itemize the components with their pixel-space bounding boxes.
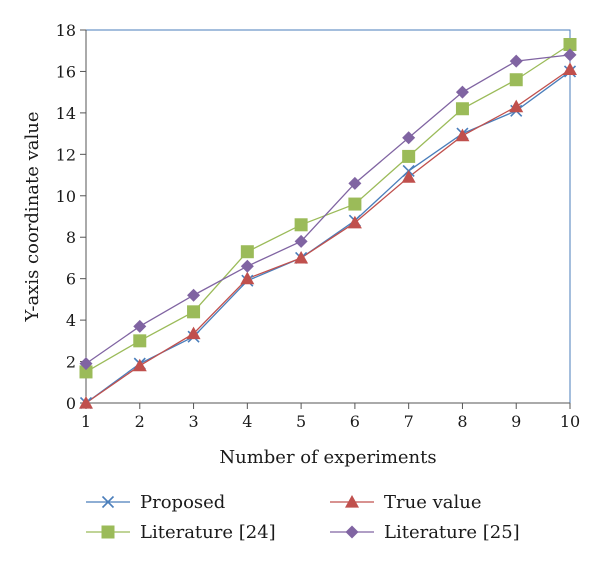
data-point-series-2 [187, 305, 201, 319]
data-point-series-1 [347, 215, 362, 229]
data-point-series-1 [294, 250, 309, 264]
x-tick-label: 1 [81, 412, 91, 431]
legend-marker [345, 525, 359, 539]
y-tick-label: 0 [66, 394, 76, 413]
y-axis-label: Y-axis coordinate value [22, 111, 43, 322]
data-point-series-2 [79, 365, 93, 379]
data-point-series-1 [563, 62, 577, 75]
x-tick-label: 7 [404, 412, 414, 431]
data-point-series-3 [133, 319, 147, 333]
y-tick-label: 14 [56, 104, 76, 123]
x-tick-label: 9 [511, 412, 521, 431]
y-tick-label: 2 [66, 353, 76, 372]
data-point-series-3 [563, 48, 577, 62]
data-point-series-2 [294, 218, 308, 232]
data-point-series-2 [509, 73, 523, 87]
x-marker-stroke [101, 495, 115, 509]
data-point-series-2 [455, 102, 469, 116]
plot-area-border [85, 29, 571, 404]
data-point-series-1 [240, 271, 255, 285]
legend-label: Literature [25] [384, 522, 520, 543]
data-point-series-1 [509, 99, 524, 113]
data-point-series-3 [348, 176, 362, 190]
legend-item: Literature [25] [330, 522, 520, 543]
legend-item: Literature [24] [86, 522, 276, 543]
x-tick-label: 5 [296, 412, 306, 431]
data-point-series-2 [348, 197, 362, 211]
legend-marker [101, 525, 115, 539]
data-point-series-3 [509, 54, 523, 68]
data-point-series-2 [133, 334, 147, 348]
data-point-series-1 [401, 170, 416, 183]
y-tick-label: 18 [56, 21, 76, 40]
y-tick-label: 8 [66, 228, 76, 247]
legend-item: True value [330, 492, 481, 513]
data-point-series-3 [79, 357, 93, 371]
data-point-series-2 [240, 245, 254, 259]
x-tick-label: 10 [560, 412, 580, 431]
data-point-series-2 [563, 38, 577, 52]
x-tick-label: 2 [135, 412, 145, 431]
data-point-series-3 [294, 234, 308, 248]
data-point-series-3 [455, 85, 469, 99]
data-point-series-1 [455, 128, 470, 142]
x-tick-label: 3 [188, 412, 198, 431]
legend-label: True value [384, 492, 481, 513]
legend-label: Literature [24] [140, 522, 276, 543]
legend-label: Proposed [140, 492, 225, 513]
legend-marker [101, 495, 115, 509]
y-tick-label: 10 [56, 187, 76, 206]
y-tick-label: 6 [66, 270, 76, 289]
y-tick-label: 16 [56, 62, 76, 81]
series-line-1 [85, 68, 571, 404]
data-point-series-3 [187, 288, 201, 302]
data-point-series-1 [79, 396, 93, 409]
x-axis-label: Number of experiments [219, 447, 436, 468]
x-tick-label: 8 [457, 412, 467, 431]
legend-item: Proposed [86, 492, 225, 513]
x-tick-label: 4 [242, 412, 252, 431]
x-tick-label: 6 [350, 412, 360, 431]
data-point-series-3 [402, 131, 416, 145]
series-line-0 [85, 70, 571, 404]
y-tick-label: 12 [56, 145, 76, 164]
data-point-series-2 [402, 149, 416, 163]
series-line-2 [85, 43, 571, 373]
y-tick-label: 4 [66, 311, 76, 330]
data-point-series-1 [132, 358, 147, 372]
legend: Proposed True value Literature [24] Literat… [86, 492, 520, 543]
data-point-series-1 [186, 326, 201, 340]
data-point-series-3 [240, 259, 254, 273]
series-line-3 [85, 54, 571, 365]
legend-marker [345, 495, 359, 508]
